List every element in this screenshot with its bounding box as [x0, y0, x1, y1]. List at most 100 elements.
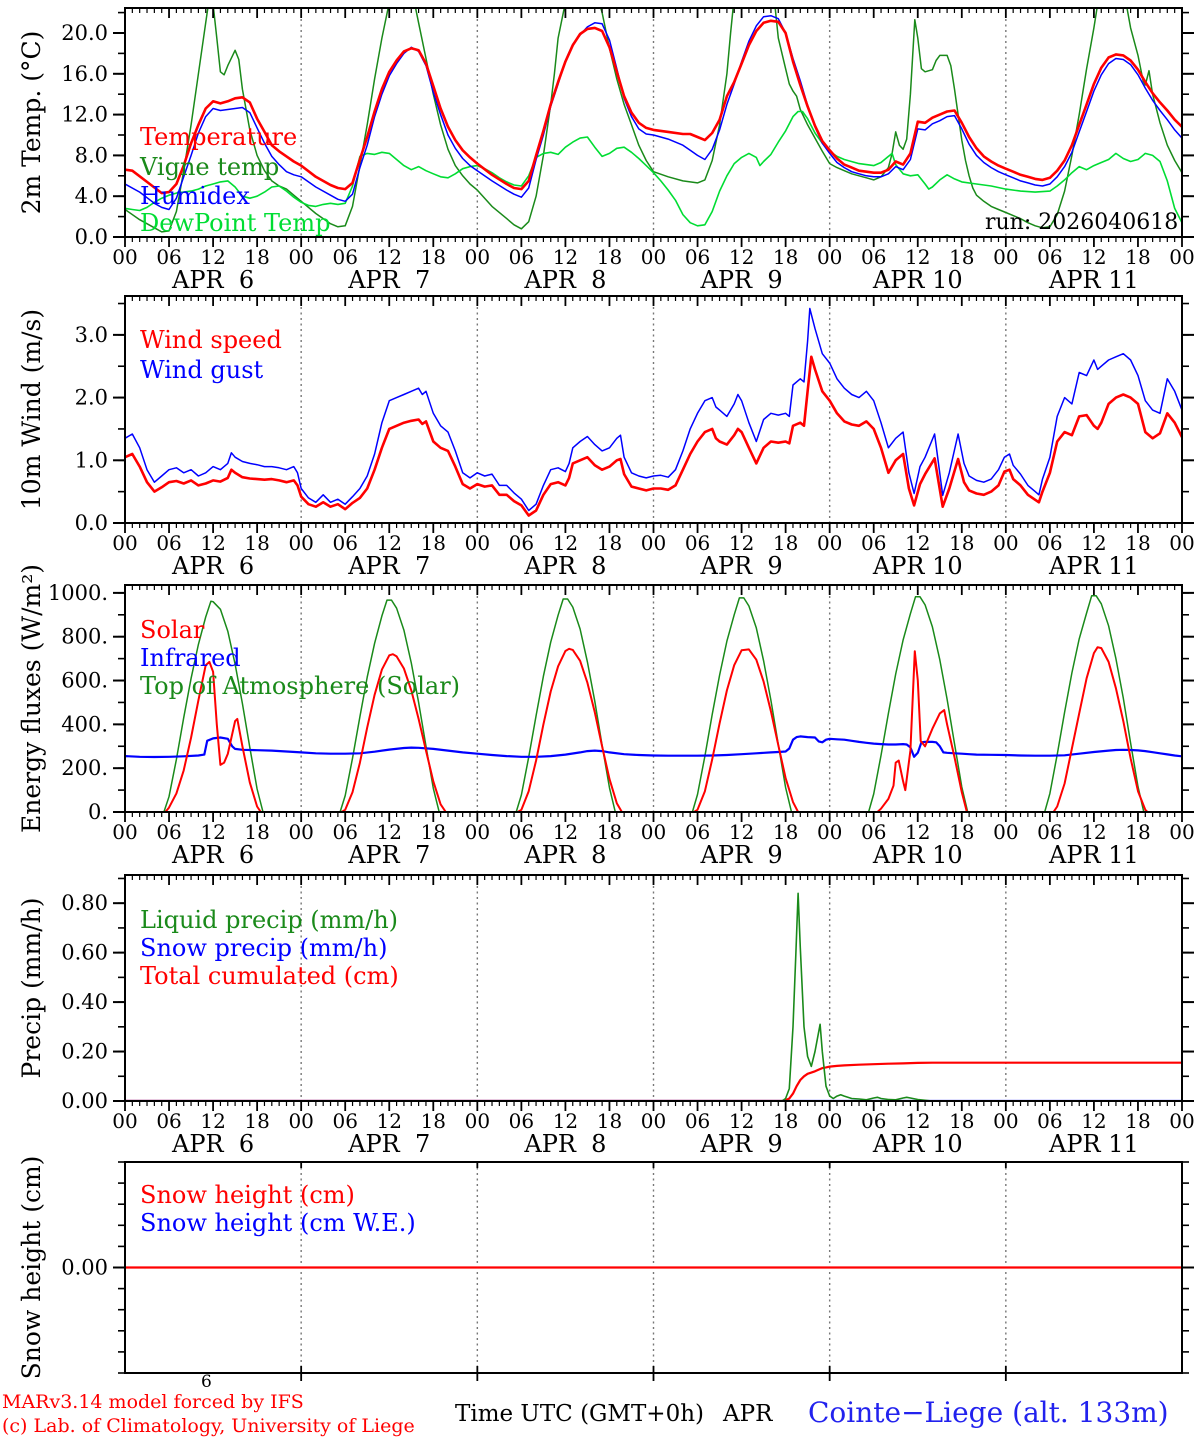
hour-tick-label: 06: [861, 820, 886, 844]
hour-tick-label: 12: [905, 531, 930, 555]
hour-tick-label: 12: [905, 820, 930, 844]
hour-tick-label: 18: [244, 245, 269, 269]
y-tick-label: 12.0: [61, 103, 108, 127]
y-tick-label: 0.: [88, 800, 108, 824]
hour-tick-label: 00: [1169, 820, 1194, 844]
hour-tick-label: 00: [641, 1109, 666, 1133]
hour-tick-label: 12: [729, 245, 754, 269]
day-label: APR 8: [523, 1130, 606, 1158]
day-label: APR 11: [1048, 841, 1139, 869]
panel-temp: 0.0 4.0 8.0 12.0 16.0 20.0 00 06 12 18 00 06 12 18 00 0…: [17, 7, 1194, 294]
hour-tick-label: 00: [1169, 245, 1194, 269]
series-top-of-atmosphere-solar-line: [125, 594, 1182, 812]
hour-tick-label: 12: [729, 1109, 754, 1133]
hour-tick-label: 06: [509, 1109, 534, 1133]
hour-tick-label: 18: [949, 820, 974, 844]
hour-tick-label: 18: [597, 245, 622, 269]
hour-tick-label: 00: [288, 245, 313, 269]
y-tick-label: 0.00: [61, 1089, 108, 1113]
series-dewpoint-temp-line: [125, 110, 1182, 227]
y-tick-label: 0.60: [61, 941, 108, 965]
hour-tick-label: 06: [861, 245, 886, 269]
legend-wind-speed: Wind speed: [140, 326, 282, 354]
hour-tick-label: 18: [421, 820, 446, 844]
hour-tick-label: 12: [200, 245, 225, 269]
hour-tick-label: 00: [112, 245, 137, 269]
y-tick-label: 400.: [61, 712, 108, 736]
panel-wind: 0.0 1.0 2.0 3.0 00 06 12 18 00 06 12 18 00 06 12 18 00 06…: [17, 295, 1194, 580]
hour-tick-label: 06: [332, 245, 357, 269]
hour-tick-label: 12: [1081, 531, 1106, 555]
y-tick-label: 0.80: [61, 891, 108, 915]
hour-tick-label: 18: [773, 1109, 798, 1133]
hour-tick-label: 00: [465, 820, 490, 844]
y-tick-label: 1.0: [75, 448, 108, 472]
hour-tick-label: 06: [332, 820, 357, 844]
y-tick-label: 8.0: [75, 143, 108, 167]
hour-tick-label: 06: [156, 531, 181, 555]
hour-tick-label: 00: [817, 531, 842, 555]
hour-tick-label: 06: [685, 531, 710, 555]
series-solar-line: [125, 646, 1182, 812]
hour-tick-label: 12: [377, 531, 402, 555]
hour-tick-label: 18: [1125, 531, 1150, 555]
y-tick-label: 3.0: [75, 323, 108, 347]
hour-tick-label: 00: [1169, 531, 1194, 555]
series-infrared-line: [125, 735, 1182, 759]
hour-tick-label: 12: [729, 531, 754, 555]
legend-vigne-temp: Vigne temp: [139, 153, 279, 181]
hour-tick-label: 00: [112, 531, 137, 555]
day-label: APR 10: [872, 841, 963, 869]
day-label: APR 9: [700, 552, 783, 580]
hour-tick-label: 12: [729, 820, 754, 844]
hour-tick-label: 12: [553, 1109, 578, 1133]
hour-tick-label: 18: [773, 531, 798, 555]
hour-tick-label: 00: [288, 531, 313, 555]
hour-tick-label: 06: [861, 531, 886, 555]
hour-tick-label: 18: [421, 1109, 446, 1133]
hour-tick-label: 06: [332, 531, 357, 555]
hour-tick-label: 06: [1037, 531, 1062, 555]
hour-tick-label: 00: [817, 1109, 842, 1133]
hour-tick-label: 18: [1125, 820, 1150, 844]
day-label: APR 8: [523, 841, 606, 869]
legend-dewpoint-temp: DewPoint Temp: [140, 209, 331, 237]
y-tick-label: 0.40: [61, 990, 108, 1014]
y-tick-label: 0.00: [61, 1256, 108, 1280]
hour-tick-label: 18: [773, 245, 798, 269]
hour-tick-label: 06: [332, 1109, 357, 1133]
hour-tick-label: 18: [421, 531, 446, 555]
month-caption: APR: [723, 1401, 773, 1427]
hour-tick-label: 18: [949, 1109, 974, 1133]
day-label: APR 6: [171, 266, 254, 294]
hour-tick-label: 12: [905, 1109, 930, 1133]
hour-tick-label: 00: [1169, 1109, 1194, 1133]
hour-tick-label: 00: [817, 820, 842, 844]
legend-humidex: Humidex: [140, 182, 250, 210]
hour-tick-label: 00: [641, 245, 666, 269]
hour-tick-label: 06: [156, 1109, 181, 1133]
hour-tick-label: 12: [905, 245, 930, 269]
day-label: APR 8: [523, 552, 606, 580]
hour-tick-label: 00: [993, 820, 1018, 844]
y-tick-label: 0.20: [61, 1040, 108, 1064]
series-humidex-line: [125, 14, 1182, 211]
hour-tick-label: 00: [993, 1109, 1018, 1133]
hour-tick-label: 12: [200, 820, 225, 844]
hour-tick-label: 12: [377, 820, 402, 844]
legend-solar: Solar: [140, 616, 205, 644]
hour-tick-label: 18: [773, 820, 798, 844]
hour-tick-label: 06: [685, 820, 710, 844]
hour-tick-label: 12: [1081, 820, 1106, 844]
y-tick-label: 200.: [61, 756, 108, 780]
day-label: APR 7: [347, 266, 430, 294]
hour-tick-label: 18: [1125, 245, 1150, 269]
hour-tick-label: 12: [200, 1109, 225, 1133]
legend-snow-precip-mm-h: Snow precip (mm/h): [140, 934, 387, 962]
hour-tick-label: 12: [1081, 1109, 1106, 1133]
hour-tick-label: 06: [685, 1109, 710, 1133]
hour-tick-label: 00: [641, 820, 666, 844]
hour-tick-label: 12: [200, 531, 225, 555]
run-id-label: run: 2026040618: [985, 210, 1179, 235]
